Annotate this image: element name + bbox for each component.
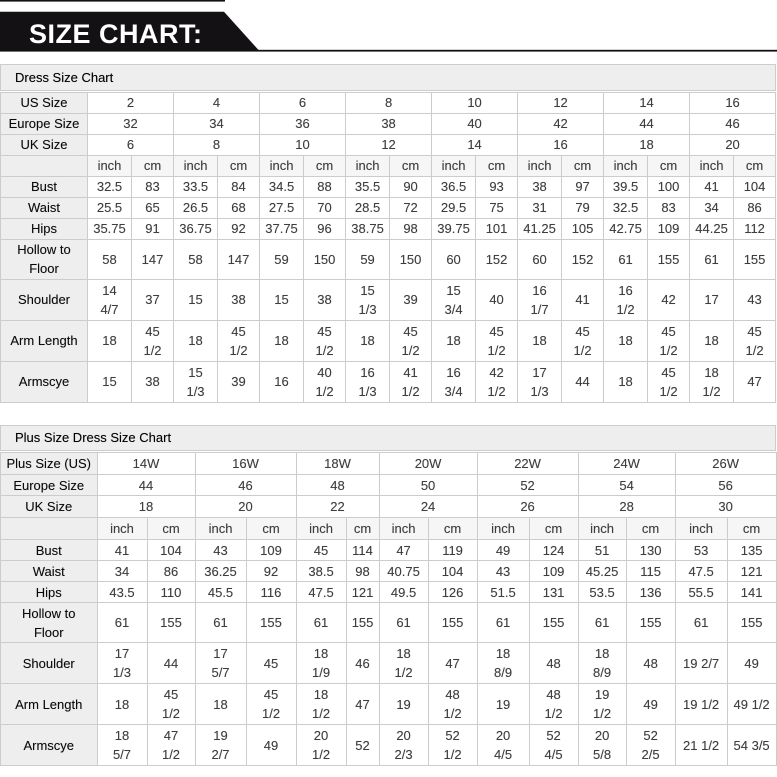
svg-text:SIZE CHART:: SIZE CHART: (29, 19, 203, 49)
